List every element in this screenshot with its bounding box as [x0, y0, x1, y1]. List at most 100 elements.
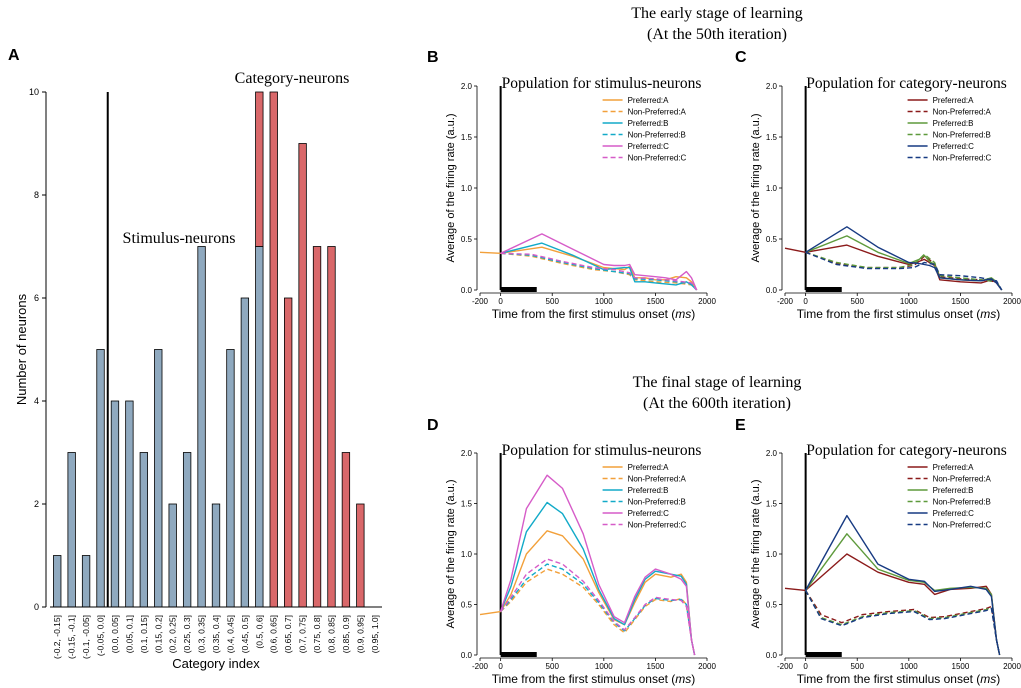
- y-axis-label: Number of neurons: [14, 293, 29, 405]
- panel-label-d: D: [427, 417, 439, 434]
- bar-stimulus: [53, 555, 62, 608]
- legend-label: Preferred:A: [933, 96, 975, 105]
- x-tick-label: (0.05, 0.1]: [124, 615, 134, 653]
- x-tick-label: 2000: [1003, 297, 1021, 306]
- series-line: [804, 514, 1001, 656]
- bar-category: [255, 91, 264, 247]
- y-tick-label: 1.5: [766, 500, 778, 509]
- x-axis-label: Time from the first stimulus onset (ms): [797, 672, 1001, 686]
- y-tick-label: 2.0: [461, 82, 473, 91]
- annotation-category-neurons: Category-neurons: [235, 70, 350, 87]
- x-axis-label-text: Time from the first stimulus onset (: [797, 307, 981, 321]
- bar-category: [341, 452, 351, 608]
- y-axis-label: Average of the firing rate (a.u.): [445, 114, 457, 263]
- y-axis-label: Average of the firing rate (a.u.): [445, 480, 457, 629]
- early-stage-title: The early stage of learning: [631, 5, 802, 22]
- series-line: [804, 590, 1001, 656]
- x-axis-label-unit: ms: [980, 307, 996, 321]
- legend-label: Non-Preferred:B: [933, 498, 991, 507]
- y-tick-label: 2.0: [766, 449, 778, 458]
- legend-label: Preferred:C: [628, 142, 670, 151]
- y-tick-label: 4: [34, 396, 39, 406]
- x-tick-label: (0.95, 1.0]: [370, 615, 380, 653]
- x-tick-label: (0.1, 0.15]: [139, 615, 149, 653]
- x-tick-label: (0.5, 0.6]: [254, 615, 264, 649]
- legend-label: Preferred:B: [933, 119, 974, 128]
- x-tick-label: (-0.15, -0.1]: [67, 615, 77, 659]
- y-tick-label: 0.0: [766, 286, 778, 295]
- y-tick-label: 8: [34, 190, 39, 200]
- panel-label-c: C: [735, 49, 747, 66]
- y-tick-label: 0.0: [766, 651, 778, 660]
- legend-label: Preferred:A: [933, 463, 975, 472]
- bar-stimulus: [182, 452, 192, 608]
- final-stage-title: The final stage of learning: [633, 374, 802, 391]
- bar-stimulus: [211, 503, 221, 608]
- x-tick-label: 1500: [647, 662, 665, 671]
- x-tick-label: 1500: [952, 297, 970, 306]
- y-tick-label: 2.0: [461, 449, 473, 458]
- legend-label: Preferred:B: [933, 486, 974, 495]
- legend-label: Preferred:B: [628, 119, 669, 128]
- x-axis-label-text: Time from the first stimulus onset (: [492, 307, 676, 321]
- x-tick-label: 0: [498, 297, 503, 306]
- x-tick-label: (-0.05, 0.0]: [96, 615, 106, 656]
- panel-label-a: A: [8, 47, 20, 64]
- y-tick-label: 0.5: [766, 235, 778, 244]
- x-tick-label: (0.45, 0.5]: [240, 615, 250, 653]
- x-axis-label: Time from the first stimulus onset (ms): [797, 307, 1001, 321]
- series-line: [500, 563, 696, 656]
- panel-title: Population for category-neurons: [806, 75, 1007, 92]
- series-line: [805, 251, 1003, 291]
- line-panel-c: Population for category-neurons 0.0 0.5 1.0…: [750, 75, 1021, 321]
- x-tick-label: (0.25, 0.3]: [182, 615, 192, 653]
- x-tick-label: 1000: [595, 662, 613, 671]
- line-panel-b: Population for stimulus-neurons 0.0 0.5 1.0…: [445, 75, 716, 321]
- series-line: [805, 235, 1003, 291]
- y-tick-label: 0.5: [461, 601, 473, 610]
- x-tick-label: (0.65, 0.7]: [283, 615, 293, 653]
- bar-stimulus: [139, 452, 148, 608]
- x-tick-label: (0.35, 0.4]: [211, 615, 221, 653]
- x-tick-label: (0.85, 0.9]: [341, 615, 351, 653]
- series-line: [500, 558, 696, 656]
- x-axis-label: Time from the first stimulus onset (ms): [492, 672, 696, 686]
- bar-stimulus: [110, 400, 120, 608]
- x-tick-label: -200: [777, 297, 794, 306]
- y-tick-label: 1.0: [766, 184, 778, 193]
- x-tick-label: 500: [546, 297, 560, 306]
- bar-category: [356, 503, 365, 608]
- legend-label: Preferred:C: [933, 509, 975, 518]
- x-tick-label: (0.9, 0.95]: [355, 615, 365, 653]
- legend-label: Preferred:A: [628, 96, 670, 105]
- stimulus-duration-bar: [500, 652, 537, 657]
- legend-label: Non-Preferred:B: [933, 131, 991, 140]
- series-line: [804, 590, 1001, 656]
- line-panel-d: Population for stimulus-neurons 0.0 0.5 1.0…: [445, 442, 716, 686]
- panel-label-e: E: [735, 417, 746, 434]
- x-tick-label: 0: [803, 662, 808, 671]
- legend-label: Non-Preferred:B: [628, 498, 686, 507]
- x-tick-label: -200: [472, 662, 489, 671]
- bar-stimulus: [197, 246, 206, 608]
- x-tick-label: (0.2, 0.25]: [168, 615, 178, 653]
- y-tick-label: 2: [34, 499, 39, 509]
- x-axis-label-unit: ms: [675, 672, 691, 686]
- legend-label: Non-Preferred:C: [933, 521, 992, 530]
- series-line: [500, 252, 698, 291]
- y-tick-label: 2.0: [766, 82, 778, 91]
- x-axis-label-unit: ms: [980, 672, 996, 686]
- y-tick-label: 0.5: [461, 235, 473, 244]
- legend-label: Preferred:A: [628, 463, 670, 472]
- y-axis-label: Average of the firing rate (a.u.): [750, 480, 762, 629]
- legend-label: Preferred:B: [628, 486, 669, 495]
- bar-category: [312, 246, 322, 608]
- x-tick-label: (0.7, 0.75]: [298, 615, 308, 653]
- x-axis-label-end: ): [996, 672, 1000, 686]
- y-tick-label: 1.5: [461, 133, 473, 142]
- y-axis-label: Average of the firing rate (a.u.): [750, 114, 762, 263]
- legend-label: Non-Preferred:C: [628, 521, 687, 530]
- histogram-panel: 0 2 4 6 8 10 Number of neurons (-0.2, -0.15] (-0…: [14, 70, 382, 671]
- x-tick-label: 1500: [952, 662, 970, 671]
